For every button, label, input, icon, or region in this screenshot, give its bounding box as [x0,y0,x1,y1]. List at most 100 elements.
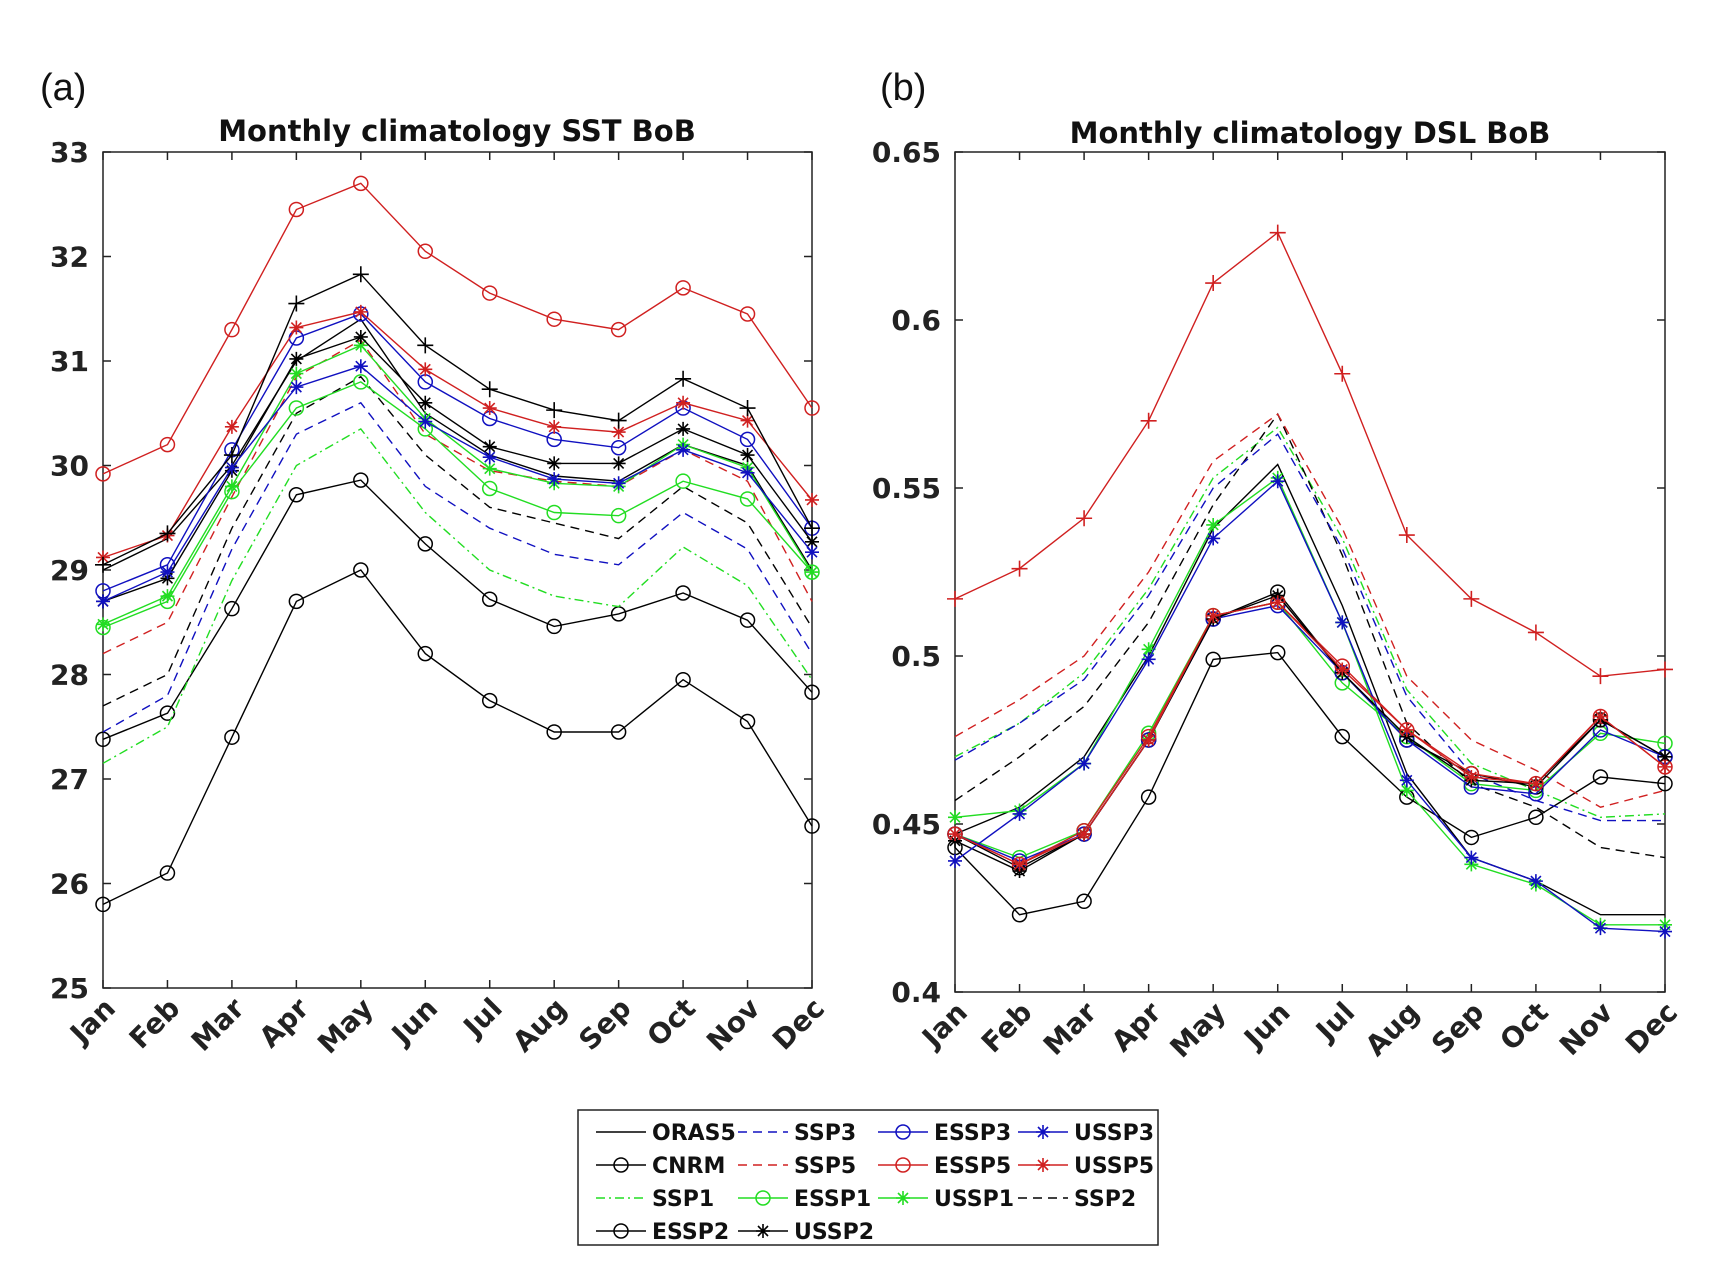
series-line-b-ssp2 [954,412,1666,859]
legend-entry-ssp2: SSP2 [1018,1187,1136,1212]
series-line-b-oras5 [954,463,1665,916]
legend: ORAS5 SSP3 ESSP3 USSP3 CNRM SSP5 ESSP5 USSP5 SSP… [577,1109,1159,1246]
data-point-a-cnrm [417,536,434,552]
xtick-label-a: Apr [253,991,316,1054]
series-line-b-ussp3 [954,480,1666,933]
data-point-a-ussp1 [96,617,110,632]
xtick-label-b: Feb [975,996,1039,1060]
data-point-b-ussp3 [948,853,962,868]
xtick-label-a: Oct [641,992,702,1053]
data-point-a-cnrm [224,600,240,617]
data-point-a-ussp5 [547,419,562,434]
data-point-a-ussp2 [611,456,626,471]
data-point-a-ussp3 [289,380,304,395]
data-point-b-ussp3 [1593,921,1608,936]
data-point-a-essp1 [610,507,627,524]
data-point-a-essp5 [739,306,756,322]
xtick-label-a: Jun [384,992,444,1052]
legend-label: CNRM [652,1154,725,1179]
data-point-a-essp2 [546,724,562,740]
data-point-b-ussp5 [1593,709,1608,724]
data-point-a-essp3 [610,439,627,456]
legend-label: SSP3 [794,1121,856,1146]
series-a-essp5 [95,175,820,482]
ytick-label-a: 27 [50,763,89,796]
legend-label: SSP1 [652,1187,714,1212]
data-point-a-oras5-top [223,447,240,464]
xtick-label-b: Aug [1359,996,1426,1063]
data-point-a-ussp3 [805,545,819,560]
data-point-b-cnrm [1140,789,1157,805]
data-point-b-ussp5 [1270,595,1285,610]
ytick-label-a: 33 [50,136,89,169]
series-a-ssp2 [102,375,813,707]
series-a-essp1 [95,374,820,636]
data-point-b-ussp5 [1335,662,1350,677]
series-line-b-ssp1 [954,426,1666,819]
ytick-label-a: 26 [50,868,89,901]
series-line-a-cnrm [102,479,813,740]
axes-box-b [954,151,1666,993]
ytick-label-b: 0.45 [872,808,941,841]
legend-label: ESSP3 [934,1121,1011,1146]
xtick-label-a: Dec [766,992,831,1057]
legend-label: USSP3 [1074,1121,1154,1146]
xtick-label-b: Oct [1493,996,1554,1057]
series-line-a-oras5 [102,318,813,571]
data-point-a-essp2 [417,645,434,662]
data-point-a-cnrm [739,612,756,628]
data-point-a-essp1 [739,491,756,507]
ytick-label-a: 32 [50,241,89,274]
series-line-b-ssp3 [954,433,1665,822]
legend-marker [895,1157,911,1173]
data-point-b-essp5-top [1140,412,1157,429]
series-a-ussp3 [96,359,819,609]
data-point-a-ussp5 [289,320,304,335]
legend-marker [1036,1158,1050,1172]
xtick-label-a: Mar [185,991,251,1057]
data-point-a-essp5 [288,201,305,218]
chart-title-a: Monthly climatology SST BoB [218,114,696,148]
data-point-a-essp2 [288,593,305,610]
xtick-label-b: Jul [1308,996,1361,1049]
series-line-b-ssp5 [954,413,1666,808]
data-point-b-ussp3 [1335,615,1350,630]
series-line-a-essp2 [102,569,813,906]
data-point-b-ussp5 [1528,776,1543,791]
data-point-a-essp2 [610,724,627,740]
legend-entry-essp2: ESSP2 [596,1220,729,1245]
series-a-ussp1 [96,338,819,632]
data-point-b-ussp3 [1012,806,1027,821]
series-b-cnrm [947,644,1673,923]
data-point-b-cnrm [1657,775,1673,792]
data-point-a-essp2 [739,713,756,730]
ytick-label-a: 31 [50,345,89,378]
data-point-a-essp2 [675,671,691,688]
data-point-b-ussp3 [1399,773,1414,788]
legend-label: ESSP5 [934,1154,1011,1179]
data-point-a-oras5-top [481,381,498,398]
panel-a-sst: (a) Monthly climatology SST BoB 25 26 27 28… [40,67,831,1060]
data-point-a-ussp5 [353,304,368,319]
data-point-a-ussp5 [482,401,497,416]
data-point-a-oras5-top [159,525,176,542]
data-point-a-ussp2 [805,534,819,549]
data-point-b-ussp1 [1399,783,1414,798]
xtick-label-a: Nov [700,992,766,1058]
data-point-a-ussp5 [224,419,239,434]
data-point-a-ussp1 [805,565,819,580]
data-point-a-ussp2 [418,395,433,410]
data-point-b-essp5-top [1592,668,1609,685]
ytick-label-b: 0.6 [891,304,941,337]
data-point-a-oras5-top [546,402,563,419]
ytick-label-a: 25 [50,972,89,1005]
legend-entry-ssp5: SSP5 [738,1154,856,1179]
series-a-oras5-top [95,266,820,573]
data-point-a-oras5-top [352,266,369,283]
data-point-a-essp5 [353,175,369,192]
data-point-a-ussp2 [353,329,368,344]
xtick-label-b: Nov [1553,996,1619,1062]
